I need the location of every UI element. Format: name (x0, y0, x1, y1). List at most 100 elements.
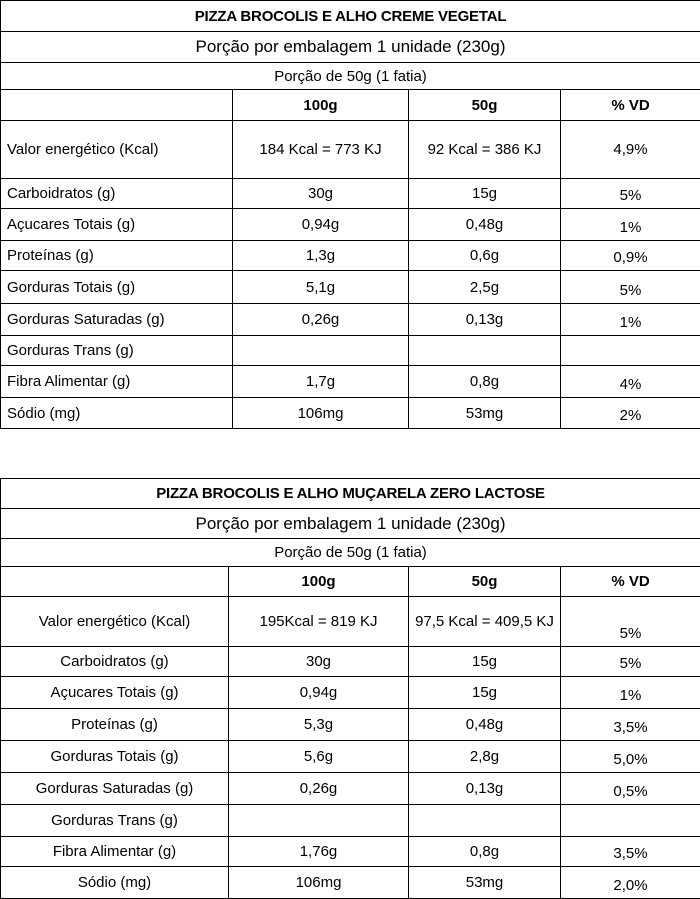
value-100g: 0,26g (228, 772, 409, 805)
value-50g: 15g (408, 178, 561, 209)
nutrient-row: Gorduras Totais (g) 5,6g 2,8g 5,0% (0, 740, 700, 773)
nutrient-label: Açucares Totais (g) (0, 676, 229, 709)
value-50g: 2,8g (408, 740, 561, 773)
header-vd: % VD (560, 89, 700, 121)
value-vd: 5% (560, 646, 700, 677)
nutrient-row: Gorduras Saturadas (g) 0,26g 0,13g 1% (0, 303, 700, 336)
value-100g: 1,3g (232, 240, 409, 271)
value-50g: 53mg (408, 397, 561, 429)
table-title: PIZZA BROCOLIS E ALHO CREME VEGETAL (0, 0, 700, 32)
nutrient-row: Açucares Totais (g) 0,94g 0,48g 1% (0, 208, 700, 241)
portion-per-package: Porção por embalagem 1 unidade (230g) (0, 31, 700, 63)
nutrient-label: Sódio (mg) (0, 397, 233, 429)
nutrient-row: Carboidratos (g) 30g 15g 5% (0, 178, 700, 209)
value-vd: 5% (560, 178, 700, 209)
table-title-row: PIZZA BROCOLIS E ALHO CREME VEGETAL (0, 0, 700, 32)
value-vd: 0,9% (560, 240, 700, 271)
value-vd: 1% (560, 676, 700, 709)
header-blank (0, 89, 233, 121)
value-100g: 0,94g (228, 676, 409, 709)
header-50g: 50g (408, 566, 561, 597)
value-100g: 195Kcal = 819 KJ (228, 596, 409, 647)
nutrient-row: Sódio (mg) 106mg 53mg 2% (0, 397, 700, 429)
value-100g: 0,94g (232, 208, 409, 241)
value-100g (232, 335, 409, 366)
value-vd: 2,0% (560, 866, 700, 899)
value-50g: 92 Kcal = 386 KJ (408, 120, 561, 179)
value-50g: 97,5 Kcal = 409,5 KJ (408, 596, 561, 647)
nutrient-row: Gorduras Trans (g) (0, 335, 700, 366)
nutrient-label: Sódio (mg) (0, 866, 229, 899)
value-50g: 0,48g (408, 708, 561, 741)
nutrient-row: Fibra Alimentar (g) 1,7g 0,8g 4% (0, 365, 700, 398)
table-title: PIZZA BROCOLIS E ALHO MUÇARELA ZERO LACT… (0, 478, 700, 509)
nutrient-row: Sódio (mg) 106mg 53mg 2,0% (0, 866, 700, 899)
nutrient-label: Proteínas (g) (0, 240, 233, 271)
nutrient-label: Fibra Alimentar (g) (0, 836, 229, 867)
nutrient-label: Gorduras Totais (g) (0, 740, 229, 773)
value-100g: 5,3g (228, 708, 409, 741)
value-vd: 2% (560, 397, 700, 429)
nutrient-row: Carboidratos (g) 30g 15g 5% (0, 646, 700, 677)
nutrient-label: Gorduras Totais (g) (0, 270, 233, 304)
nutrient-label: Açucares Totais (g) (0, 208, 233, 241)
nutrient-label: Valor energético (Kcal) (0, 596, 229, 647)
value-50g: 0,8g (408, 836, 561, 867)
value-100g: 1,7g (232, 365, 409, 398)
nutrient-label: Proteínas (g) (0, 708, 229, 741)
value-vd: 0,5% (560, 772, 700, 805)
column-header-row: 100g 50g% VD (0, 566, 700, 597)
nutrient-row: Fibra Alimentar (g) 1,76g 0,8g 3,5% (0, 836, 700, 867)
nutrient-row: Gorduras Saturadas (g) 0,26g 0,13g 0,5% (0, 772, 700, 805)
value-vd (560, 335, 700, 366)
portion-size: Porção de 50g (1 fatia) (0, 538, 700, 567)
nutrient-row: Valor energético (Kcal) 184 Kcal = 773 KJ… (0, 120, 700, 179)
value-vd: 1% (560, 208, 700, 241)
portion-per-package-row: Porção por embalagem 1 unidade (230g) (0, 31, 700, 63)
value-50g: 53mg (408, 866, 561, 899)
value-100g: 106mg (228, 866, 409, 899)
nutrient-label: Gorduras Trans (g) (0, 335, 233, 366)
value-vd: 4,9% (560, 120, 700, 179)
value-50g: 0,8g (408, 365, 561, 398)
value-vd: 5% (560, 596, 700, 647)
header-vd: % VD (560, 566, 700, 597)
value-100g: 5,1g (232, 270, 409, 304)
nutrient-row: Gorduras Trans (g) (0, 804, 700, 837)
nutrient-label: Carboidratos (g) (0, 178, 233, 209)
value-100g: 30g (232, 178, 409, 209)
portion-per-package-row: Porção por embalagem 1 unidade (230g) (0, 508, 700, 539)
portion-per-package: Porção por embalagem 1 unidade (230g) (0, 508, 700, 539)
nutrition-table-mucarela-zero-lactose: PIZZA BROCOLIS E ALHO MUÇARELA ZERO LACT… (0, 478, 700, 899)
value-vd: 3,5% (560, 708, 700, 741)
value-100g: 106mg (232, 397, 409, 429)
nutrition-table-creme-vegetal: PIZZA BROCOLIS E ALHO CREME VEGETAL Porçã… (0, 0, 700, 429)
nutrient-row: Valor energético (Kcal) 195Kcal = 819 KJ 9… (0, 596, 700, 647)
value-50g: 0,13g (408, 303, 561, 336)
header-100g: 100g (232, 89, 409, 121)
value-50g (408, 804, 561, 837)
nutrient-label: Gorduras Saturadas (g) (0, 772, 229, 805)
value-vd: 5% (560, 270, 700, 304)
value-vd (560, 804, 700, 837)
value-50g: 0,13g (408, 772, 561, 805)
portion-size: Porção de 50g (1 fatia) (0, 62, 700, 90)
value-50g: 0,48g (408, 208, 561, 241)
value-vd: 4% (560, 365, 700, 398)
value-100g: 0,26g (232, 303, 409, 336)
nutrient-label: Valor energético (Kcal) (0, 120, 233, 179)
header-blank (0, 566, 229, 597)
portion-size-row: Porção de 50g (1 fatia) (0, 62, 700, 90)
value-100g (228, 804, 409, 837)
value-100g: 30g (228, 646, 409, 677)
column-header-row: 100g 50g% VD (0, 89, 700, 121)
value-50g: 15g (408, 676, 561, 709)
value-vd: 3,5% (560, 836, 700, 867)
value-100g: 1,76g (228, 836, 409, 867)
value-50g: 2,5g (408, 270, 561, 304)
nutrient-label: Gorduras Saturadas (g) (0, 303, 233, 336)
value-100g: 5,6g (228, 740, 409, 773)
nutrient-row: Açucares Totais (g) 0,94g 15g 1% (0, 676, 700, 709)
value-50g (408, 335, 561, 366)
portion-size-row: Porção de 50g (1 fatia) (0, 538, 700, 567)
